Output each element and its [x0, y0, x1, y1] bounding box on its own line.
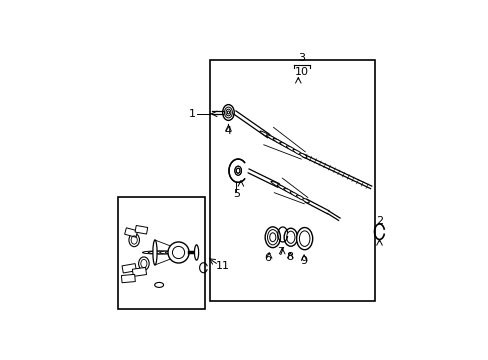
Text: 11: 11 [215, 261, 229, 271]
Ellipse shape [259, 131, 277, 141]
FancyBboxPatch shape [132, 267, 146, 276]
Ellipse shape [273, 139, 286, 147]
Text: 2: 2 [375, 216, 382, 226]
FancyBboxPatch shape [121, 274, 135, 283]
Text: 6: 6 [264, 253, 271, 263]
Ellipse shape [264, 227, 280, 248]
Text: 1: 1 [188, 109, 196, 119]
Ellipse shape [138, 257, 149, 270]
Ellipse shape [129, 233, 139, 247]
Ellipse shape [299, 153, 306, 158]
Ellipse shape [286, 146, 297, 152]
Bar [210, 60, 375, 301]
Ellipse shape [160, 251, 175, 254]
Ellipse shape [266, 135, 282, 144]
Ellipse shape [165, 251, 177, 254]
Ellipse shape [296, 195, 304, 200]
Ellipse shape [302, 198, 308, 203]
Ellipse shape [228, 158, 247, 183]
Text: 9: 9 [300, 256, 307, 266]
Ellipse shape [153, 240, 157, 265]
Text: 7: 7 [276, 247, 284, 257]
Ellipse shape [289, 192, 299, 198]
Ellipse shape [284, 228, 297, 246]
Text: 4: 4 [224, 126, 231, 135]
Ellipse shape [270, 181, 285, 190]
Ellipse shape [154, 251, 172, 254]
Ellipse shape [283, 188, 294, 195]
Ellipse shape [142, 251, 167, 254]
Ellipse shape [194, 245, 198, 260]
Ellipse shape [279, 142, 291, 149]
Text: 3: 3 [298, 53, 305, 63]
Ellipse shape [277, 185, 290, 192]
Ellipse shape [296, 228, 312, 250]
Text: 5: 5 [232, 189, 239, 199]
Ellipse shape [154, 283, 163, 287]
FancyBboxPatch shape [135, 225, 147, 234]
Text: 8: 8 [286, 252, 293, 262]
Circle shape [168, 242, 189, 263]
Ellipse shape [292, 149, 302, 155]
FancyBboxPatch shape [122, 264, 136, 273]
Bar [117, 197, 204, 309]
FancyBboxPatch shape [124, 228, 137, 237]
Text: 10: 10 [294, 67, 308, 77]
Ellipse shape [148, 251, 170, 254]
